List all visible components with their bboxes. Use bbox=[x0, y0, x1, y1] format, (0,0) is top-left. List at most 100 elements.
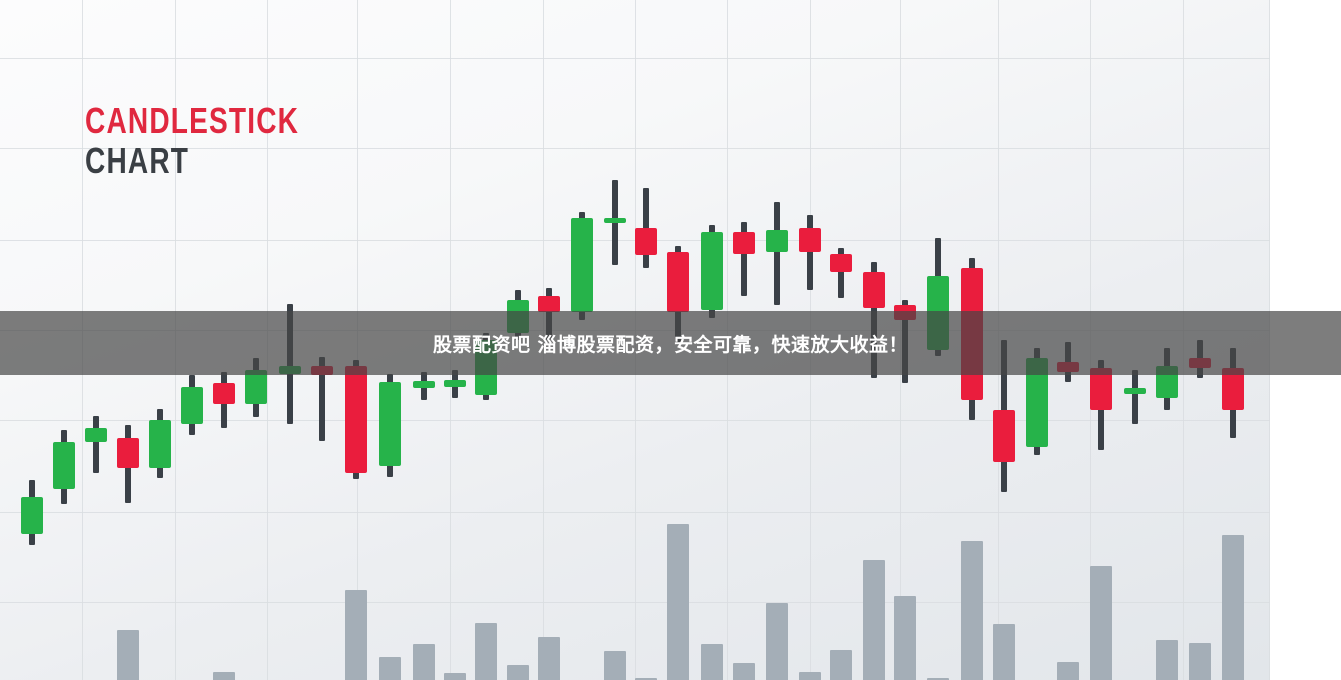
volume-bar bbox=[1222, 535, 1244, 680]
candlestick-body bbox=[1222, 368, 1244, 410]
candlestick-body bbox=[667, 252, 689, 312]
candlestick-body bbox=[571, 218, 593, 312]
candlestick bbox=[667, 0, 689, 680]
volume-bar bbox=[830, 650, 852, 680]
volume-bar bbox=[538, 637, 560, 680]
chart-title-block: CANDLESTICK CHART bbox=[85, 100, 360, 182]
candlestick bbox=[571, 0, 593, 680]
candlestick-body bbox=[444, 380, 466, 387]
candlestick bbox=[1026, 0, 1048, 680]
page-title: CANDLESTICK bbox=[85, 100, 300, 141]
candlestick bbox=[701, 0, 723, 680]
candlestick bbox=[830, 0, 852, 680]
volume-bar bbox=[1189, 643, 1211, 680]
candlestick-body bbox=[766, 230, 788, 252]
volume-bar bbox=[961, 541, 983, 680]
candlestick bbox=[1124, 0, 1146, 680]
candlestick bbox=[766, 0, 788, 680]
volume-bar bbox=[413, 644, 435, 680]
volume-bar bbox=[993, 624, 1015, 680]
volume-bar bbox=[894, 596, 916, 680]
candlestick-wick bbox=[838, 248, 844, 298]
candlestick bbox=[345, 0, 367, 680]
gridline-horizontal bbox=[0, 512, 1270, 513]
volume-bar bbox=[667, 524, 689, 680]
candlestick-wick bbox=[319, 357, 325, 441]
candlestick bbox=[733, 0, 755, 680]
candlestick-wick bbox=[741, 222, 747, 296]
gridline-horizontal bbox=[0, 148, 1270, 149]
volume-bar bbox=[1057, 662, 1079, 680]
volume-bar bbox=[1090, 566, 1112, 680]
candlestick-body bbox=[604, 218, 626, 223]
candlestick-body bbox=[245, 370, 267, 404]
volume-bar bbox=[604, 651, 626, 680]
candlestick bbox=[117, 0, 139, 680]
candlestick bbox=[53, 0, 75, 680]
candlestick-wick bbox=[1132, 370, 1138, 424]
promo-banner-text: 股票配资吧 淄博股票配资，安全可靠，快速放大收益！ bbox=[432, 333, 909, 356]
gridline-horizontal bbox=[0, 602, 1270, 603]
candlestick bbox=[635, 0, 657, 680]
candlestick-body bbox=[733, 232, 755, 254]
volume-bar bbox=[475, 623, 497, 680]
candlestick bbox=[993, 0, 1015, 680]
volume-bar bbox=[733, 663, 755, 680]
promo-banner: 股票配资吧 淄博股票配资，安全可靠，快速放大收益！ bbox=[0, 311, 1341, 375]
candlestick-body bbox=[701, 232, 723, 310]
volume-bar bbox=[701, 644, 723, 680]
candlestick-body bbox=[53, 442, 75, 489]
candlestick bbox=[213, 0, 235, 680]
volume-bar bbox=[213, 672, 235, 680]
candlestick-body bbox=[830, 254, 852, 272]
volume-bar bbox=[507, 665, 529, 680]
volume-bar-series bbox=[117, 524, 1244, 680]
page-subtitle: CHART bbox=[85, 140, 190, 182]
candlestick-body bbox=[1090, 368, 1112, 410]
candlestick bbox=[85, 0, 107, 680]
candlestick-body bbox=[799, 228, 821, 252]
candlestick-body bbox=[993, 410, 1015, 462]
candlestick bbox=[21, 0, 43, 680]
candlestick-body bbox=[85, 428, 107, 442]
candlestick bbox=[149, 0, 171, 680]
candlestick-body bbox=[413, 381, 435, 388]
candlestick bbox=[245, 0, 267, 680]
candlestick bbox=[1090, 0, 1112, 680]
candlestick-body bbox=[149, 420, 171, 468]
candlestick bbox=[604, 0, 626, 680]
gridline-horizontal bbox=[0, 420, 1270, 421]
candlestick-wick bbox=[807, 215, 813, 290]
volume-bar bbox=[927, 678, 949, 680]
volume-bar bbox=[117, 630, 139, 680]
volume-bar bbox=[863, 560, 885, 680]
candlestick-body bbox=[863, 272, 885, 308]
candlestick-body bbox=[117, 438, 139, 468]
candlestick-wick bbox=[774, 202, 780, 305]
candlestick-body bbox=[379, 382, 401, 466]
candlestick bbox=[1222, 0, 1244, 680]
volume-bar bbox=[444, 673, 466, 680]
volume-bar bbox=[766, 603, 788, 680]
candlestick bbox=[444, 0, 466, 680]
candlestick bbox=[413, 0, 435, 680]
candlestick-body bbox=[181, 387, 203, 424]
volume-bar bbox=[635, 678, 657, 680]
candlestick bbox=[799, 0, 821, 680]
candlestick-body bbox=[1124, 388, 1146, 394]
candlestick-wick bbox=[93, 416, 99, 473]
candlestick bbox=[181, 0, 203, 680]
candlestick-body bbox=[21, 497, 43, 534]
volume-bar bbox=[345, 590, 367, 680]
candlestick-body bbox=[538, 296, 560, 312]
gridline-horizontal bbox=[0, 58, 1270, 59]
candlestick-body bbox=[635, 228, 657, 255]
candlestick-body bbox=[213, 383, 235, 404]
volume-bar bbox=[1156, 640, 1178, 680]
volume-bar bbox=[379, 657, 401, 680]
candlestick-body bbox=[1026, 358, 1048, 447]
candlestick bbox=[379, 0, 401, 680]
volume-bar bbox=[799, 672, 821, 680]
candlestick-body bbox=[345, 366, 367, 473]
